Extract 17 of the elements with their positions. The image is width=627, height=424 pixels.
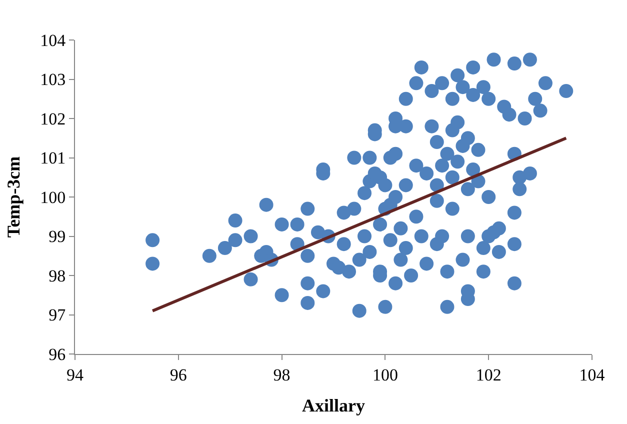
x-axis-title: Axillary — [302, 396, 365, 416]
y-tick-label: 100 — [40, 188, 66, 207]
x-tick-label: 98 — [273, 365, 290, 384]
x-tick-label: 100 — [372, 365, 398, 384]
x-tick-label: 96 — [170, 365, 187, 384]
x-tick-label: 102 — [476, 365, 502, 384]
x-tick-label: 94 — [66, 365, 84, 384]
y-axis-title: Temp-3cm — [3, 156, 24, 238]
y-tick-label: 103 — [40, 70, 66, 90]
y-tick-label: 96 — [48, 344, 66, 364]
y-tick-label: 98 — [48, 266, 66, 286]
y-tick-label: 101 — [40, 148, 66, 168]
y-tick-label: 102 — [40, 109, 66, 128]
y-tick-label: 99 — [48, 227, 66, 246]
y-tick-label: 104 — [40, 30, 66, 50]
x-tick-label: 104 — [579, 365, 606, 384]
y-tick-label: 97 — [48, 306, 66, 325]
